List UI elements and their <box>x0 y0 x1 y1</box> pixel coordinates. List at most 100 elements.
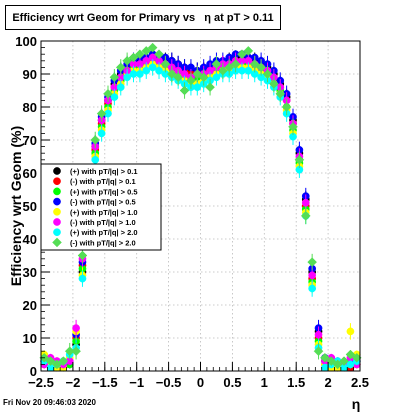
legend: (+) with pT/|q| > 0.1(-) with pT/|q| > 0… <box>40 163 162 251</box>
legend-label: (-) with pT/|q| > 2.0 <box>70 238 136 247</box>
legend-marker <box>53 228 61 237</box>
series-7 <box>39 42 362 370</box>
y-tick-label: 10 <box>23 331 37 346</box>
data-point <box>160 59 171 69</box>
data-point <box>345 349 356 360</box>
data-point <box>123 73 131 82</box>
data-point <box>78 274 87 283</box>
y-tick-label: 20 <box>23 298 37 313</box>
data-point <box>281 102 292 112</box>
legend-label: (-) with pT/|q| > 0.1 <box>70 177 136 186</box>
legend-marker <box>53 207 61 216</box>
legend-label: (+) with pT/|q| > 0.5 <box>70 187 138 196</box>
data-point <box>136 70 144 78</box>
data-point <box>230 59 241 69</box>
data-point <box>320 352 330 363</box>
y-tick-label: 0 <box>30 364 37 379</box>
data-point <box>103 88 113 99</box>
data-point <box>72 324 80 332</box>
legend-marker <box>53 167 61 175</box>
x-tick-label: −1 <box>129 375 144 390</box>
data-point <box>211 59 222 69</box>
data-point <box>314 330 323 339</box>
data-point <box>346 327 355 336</box>
data-point <box>135 49 145 60</box>
x-tick-label: 2 <box>324 375 331 390</box>
legend-label: (-) with pT/|q| > 0.5 <box>70 198 136 207</box>
data-point <box>275 88 286 99</box>
data-point <box>193 83 202 92</box>
data-point <box>186 75 196 86</box>
legend-marker <box>53 218 61 226</box>
data-point <box>173 72 184 83</box>
x-tick-label: 1.5 <box>287 375 305 390</box>
data-point <box>256 62 266 73</box>
data-point <box>166 69 177 79</box>
y-tick-label: 50 <box>23 199 37 214</box>
data-point <box>90 135 101 145</box>
x-tick-label: 0.5 <box>223 375 241 390</box>
data-point <box>238 66 246 75</box>
y-tick-label: 60 <box>23 166 37 181</box>
x-tick-label: 2.5 <box>351 375 369 390</box>
tick-labels: −2.5 −2 −1.5 −1 −0.5 0 0.5 1 1.5 2 2.5 0 10 20 30 40 50 6… <box>15 34 369 390</box>
x-tick-label: 1 <box>261 375 268 390</box>
data-point <box>301 198 310 207</box>
legend-label: (-) with pT/|q| > 1.0 <box>70 218 136 227</box>
data-point <box>300 211 311 221</box>
data-point <box>346 360 355 369</box>
x-tick-label: −2.5 <box>28 375 54 390</box>
data-point <box>339 356 349 366</box>
data-point <box>142 66 151 75</box>
data-point <box>217 65 228 76</box>
data-point <box>154 49 164 60</box>
data-point <box>77 250 88 261</box>
data-point <box>128 52 139 63</box>
data-point <box>52 359 62 370</box>
y-tick-label: 30 <box>23 265 37 280</box>
data-point <box>141 46 152 56</box>
x-axis-label: η <box>352 396 361 412</box>
legend-label: (+) with pT/|q| > 1.0 <box>70 208 138 217</box>
data-point <box>294 154 305 165</box>
x-tick-label: −1.5 <box>92 375 118 390</box>
legend-marker <box>53 187 61 196</box>
data-point <box>308 284 316 293</box>
data-point <box>64 346 75 357</box>
data-point <box>237 49 247 60</box>
timestamp: Fri Nov 20 09:46:03 2020 <box>3 398 96 407</box>
data-point <box>147 42 158 53</box>
data-point <box>122 55 132 66</box>
legend-box <box>40 163 162 251</box>
y-tick-label: 40 <box>23 232 37 247</box>
data-point <box>109 72 120 83</box>
x-tick-label: −0.5 <box>156 375 182 390</box>
data-point <box>262 69 273 79</box>
axis-ticks <box>40 40 361 372</box>
data-point <box>249 59 260 69</box>
y-tick-label: 90 <box>23 67 37 82</box>
y-tick-label: 80 <box>23 100 37 115</box>
data-point <box>148 63 157 72</box>
y-tick-label: 100 <box>15 34 37 49</box>
data-point <box>212 73 221 82</box>
data-point <box>58 356 69 366</box>
legend-marker <box>53 197 61 206</box>
data-point <box>288 121 298 132</box>
x-tick-label: −2 <box>65 375 80 390</box>
x-tick-label: 0 <box>197 375 204 390</box>
legend-label: (+) with pT/|q| > 0.1 <box>70 167 138 176</box>
legend-label: (+) with pT/|q| > 2.0 <box>70 228 138 237</box>
data-point <box>115 62 126 73</box>
y-axis-label: Efficiency wrt Geom (%) <box>8 126 24 286</box>
data-point <box>155 66 163 75</box>
data-point <box>224 62 235 73</box>
data-point <box>129 70 138 78</box>
data-point <box>116 83 125 92</box>
data-point <box>91 155 100 164</box>
data-point <box>269 79 279 89</box>
chart-title: Efficiency wrt Geom for Primary vs η at … <box>5 5 281 30</box>
data-point <box>97 129 106 138</box>
data-point <box>96 108 107 119</box>
